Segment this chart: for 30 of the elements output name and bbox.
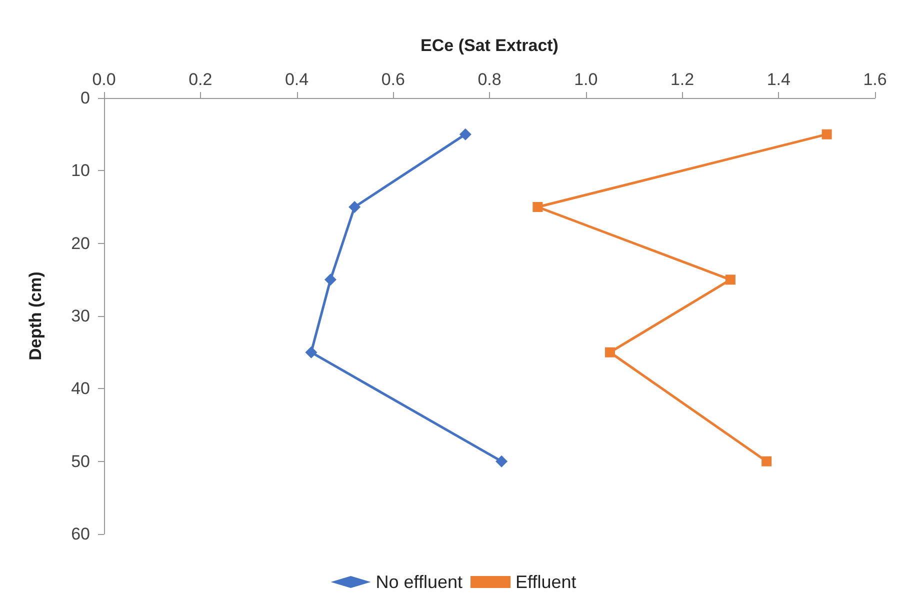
point <box>762 456 772 466</box>
y-tick-label: 60 <box>71 524 90 544</box>
x-tick-label: 1.0 <box>574 70 598 89</box>
x-axis-title: ECe (Sat Extract) <box>420 36 558 55</box>
x-tick-label: 0.0 <box>92 70 116 89</box>
y-tick-label: 40 <box>71 379 90 398</box>
x-tick-label: 0.6 <box>381 70 405 89</box>
y-axis-title: Depth (cm) <box>26 272 45 360</box>
y-tick-label: 30 <box>71 306 90 326</box>
point <box>532 202 543 212</box>
legend-label: No effluent <box>376 572 463 592</box>
point <box>496 455 508 468</box>
y-tick-label: 20 <box>71 234 90 253</box>
y-tick-label: 50 <box>71 452 90 471</box>
x-tick-label: 0.8 <box>478 70 502 89</box>
x-tick-label: 0.4 <box>284 70 309 89</box>
point <box>348 201 361 213</box>
point <box>305 346 318 358</box>
point <box>604 347 615 358</box>
x-tick-label: 1.4 <box>766 70 790 89</box>
x-tick-label: 0.2 <box>188 70 212 89</box>
legend-label: Effluent <box>516 572 576 592</box>
x-tick-label: 1.2 <box>670 70 694 89</box>
y-tick-label: 0 <box>80 88 90 108</box>
y-tick-label: 10 <box>71 161 90 180</box>
point <box>324 274 336 286</box>
point <box>725 274 736 285</box>
x-tick-label: 1.6 <box>863 70 887 89</box>
point <box>459 128 472 140</box>
point <box>822 129 832 140</box>
